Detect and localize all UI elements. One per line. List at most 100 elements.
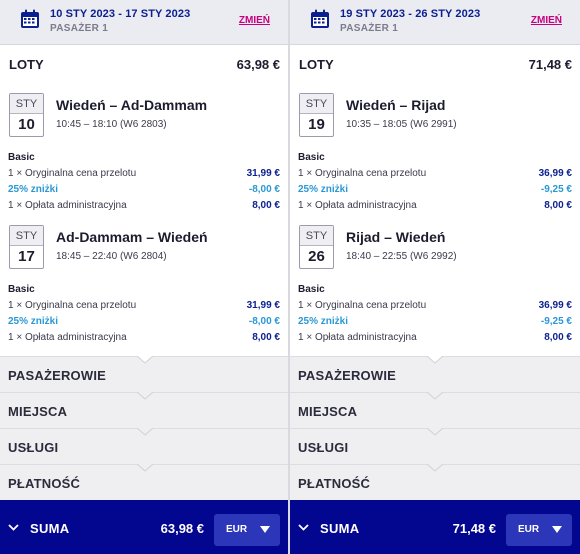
section-seats-label: MIEJSCA <box>298 404 358 419</box>
flight-times: 18:45 – 22:40 (W6 2804) <box>56 251 167 262</box>
flights-section-title: LOTY <box>299 57 334 72</box>
fare-row-label: 1 × Oryginalna cena przelotu <box>8 168 137 179</box>
flight-date-box: STY 10 <box>9 93 44 137</box>
flight-route: Ad-Dammam – Wiedeń <box>56 229 208 245</box>
section-passengers-label: PASAŻEROWIE <box>8 368 107 383</box>
flight-date-box: STY 26 <box>299 225 334 269</box>
flight-day: 26 <box>308 248 325 265</box>
fee-label: 1 × Opłata administracyjna <box>298 200 417 211</box>
section-services[interactable]: USŁUGI <box>0 428 288 464</box>
currency-value: EUR <box>518 524 540 535</box>
calendar-icon <box>311 9 329 28</box>
sum-total: 71,48 € <box>452 521 496 536</box>
flight-route: Wiedeń – Ad-Dammam <box>56 97 208 113</box>
section-passengers-label: PASAŻEROWIE <box>298 368 397 383</box>
discount-value: -8,00 € <box>248 184 280 195</box>
fee-value: 8,00 € <box>252 332 280 343</box>
flight-times: 10:35 – 18:05 (W6 2991) <box>346 119 457 130</box>
section-services-label: USŁUGI <box>8 440 59 455</box>
fare-name: Basic <box>8 152 35 163</box>
discount-value: -9,25 € <box>540 316 572 327</box>
trip-header: 19 STY 2023 - 26 STY 2023 PASAŻER 1 ZMIE… <box>290 0 580 45</box>
flights-section-total: 71,48 € <box>528 57 572 72</box>
fare-row-value: 36,99 € <box>538 168 572 179</box>
currency-select[interactable]: EUR <box>506 514 572 546</box>
section-services-label: USŁUGI <box>298 440 349 455</box>
flights-section-title: LOTY <box>9 57 44 72</box>
fare-row-value: 31,99 € <box>246 168 280 179</box>
passenger-count: PASAŻER 1 <box>50 23 109 34</box>
section-payment[interactable]: PŁATNOŚĆ <box>290 464 580 500</box>
flight-route: Wiedeń – Rijad <box>346 97 446 113</box>
chevron-down-icon <box>137 464 153 472</box>
fee-label: 1 × Opłata administracyjna <box>8 200 127 211</box>
sum-label: SUMA <box>30 521 70 536</box>
chevron-down-icon[interactable] <box>8 524 19 531</box>
sum-total: 63,98 € <box>160 521 204 536</box>
section-passengers[interactable]: PASAŻEROWIE <box>0 356 288 392</box>
flight-month: STY <box>300 94 333 114</box>
fare-row-label: 1 × Oryginalna cena przelotu <box>8 300 137 311</box>
discount-label: 25% zniżki <box>298 316 349 327</box>
flight-times: 10:45 – 18:10 (W6 2803) <box>56 119 167 130</box>
discount-label: 25% zniżki <box>298 184 349 195</box>
chevron-down-icon <box>137 392 153 400</box>
fee-label: 1 × Opłata administracyjna <box>298 332 417 343</box>
section-seats-label: MIEJSCA <box>8 404 68 419</box>
section-seats[interactable]: MIEJSCA <box>290 392 580 428</box>
fare-name: Basic <box>8 284 35 295</box>
fee-value: 8,00 € <box>544 332 572 343</box>
booking-summary-panel-2: 19 STY 2023 - 26 STY 2023 PASAŻER 1 ZMIE… <box>290 0 580 554</box>
caret-down-icon <box>260 526 270 533</box>
currency-select[interactable]: EUR <box>214 514 280 546</box>
chevron-down-icon <box>427 428 443 436</box>
section-services[interactable]: USŁUGI <box>290 428 580 464</box>
caret-down-icon <box>552 526 562 533</box>
discount-value: -9,25 € <box>540 184 572 195</box>
section-payment-label: PŁATNOŚĆ <box>8 476 81 491</box>
discount-label: 25% zniżki <box>8 184 59 195</box>
flight-date-box: STY 17 <box>9 225 44 269</box>
currency-value: EUR <box>226 524 248 535</box>
fee-value: 8,00 € <box>252 200 280 211</box>
section-payment[interactable]: PŁATNOŚĆ <box>0 464 288 500</box>
sum-bar[interactable]: SUMA 63,98 € EUR <box>0 500 288 554</box>
fee-value: 8,00 € <box>544 200 572 211</box>
change-button[interactable]: ZMIEŃ <box>238 15 270 26</box>
calendar-icon <box>21 9 39 28</box>
chevron-down-icon <box>427 392 443 400</box>
chevron-down-icon[interactable] <box>298 524 309 531</box>
passenger-count: PASAŻER 1 <box>340 23 399 34</box>
fare-row-value: 31,99 € <box>246 300 280 311</box>
chevron-down-icon <box>137 356 153 364</box>
fee-label: 1 × Opłata administracyjna <box>8 332 127 343</box>
change-button[interactable]: ZMIEŃ <box>530 15 562 26</box>
flight-date-box: STY 19 <box>299 93 334 137</box>
sum-label: SUMA <box>320 521 360 536</box>
trip-dates: 19 STY 2023 - 26 STY 2023 <box>340 8 481 20</box>
fare-row-label: 1 × Oryginalna cena przelotu <box>298 300 427 311</box>
section-seats[interactable]: MIEJSCA <box>0 392 288 428</box>
flight-day: 17 <box>18 248 35 265</box>
chevron-down-icon <box>427 356 443 364</box>
fare-name: Basic <box>298 152 325 163</box>
booking-summary-panel-1: 10 STY 2023 - 17 STY 2023 PASAŻER 1 ZMIE… <box>0 0 290 554</box>
flight-day: 19 <box>308 116 325 133</box>
trip-header: 10 STY 2023 - 17 STY 2023 PASAŻER 1 ZMIE… <box>0 0 288 45</box>
flight-times: 18:40 – 22:55 (W6 2992) <box>346 251 457 262</box>
discount-label: 25% zniżki <box>8 316 59 327</box>
sum-bar[interactable]: SUMA 71,48 € EUR <box>290 500 580 554</box>
flight-month: STY <box>10 226 43 246</box>
flight-month: STY <box>300 226 333 246</box>
discount-value: -8,00 € <box>248 316 280 327</box>
flight-month: STY <box>10 94 43 114</box>
fare-name: Basic <box>298 284 325 295</box>
chevron-down-icon <box>427 464 443 472</box>
fare-row-value: 36,99 € <box>538 300 572 311</box>
flights-section-total: 63,98 € <box>236 57 280 72</box>
chevron-down-icon <box>137 428 153 436</box>
flight-route: Rijad – Wiedeń <box>346 229 446 245</box>
section-passengers[interactable]: PASAŻEROWIE <box>290 356 580 392</box>
trip-dates: 10 STY 2023 - 17 STY 2023 <box>50 8 191 20</box>
flight-day: 10 <box>18 116 35 133</box>
